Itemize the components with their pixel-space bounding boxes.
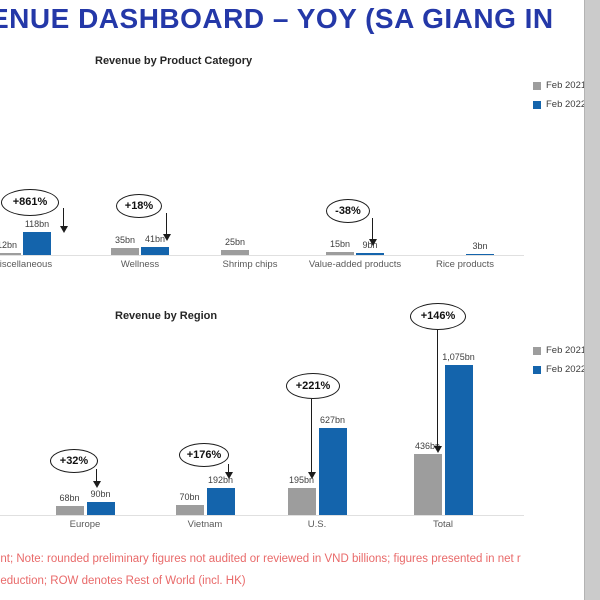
bar-europe-feb-2021 — [55, 506, 84, 515]
value-label-wellness-feb-2022: 41bn — [144, 234, 166, 244]
bar-wellness-feb-2022 — [141, 247, 169, 255]
legend-label-feb-2021: Feb 2021 — [546, 80, 587, 91]
annotation-arrow-line-miscellaneous — [63, 208, 64, 226]
feb-2021-swatch-icon — [533, 346, 541, 355]
value-label-total-feb-2022: 1,075bn — [442, 352, 475, 362]
bar-miscellaneous-feb-2021 — [0, 253, 21, 255]
product-chart-x-axis — [0, 255, 524, 256]
bar-rice-products-feb-2022 — [466, 254, 494, 255]
bar-vietnam-feb-2021 — [175, 505, 204, 515]
value-label-vietnam-feb-2022: 192bn — [207, 475, 234, 485]
bar-value-added-products-feb-2022 — [356, 253, 384, 255]
bar-wellness-feb-2021 — [111, 248, 139, 255]
annotation-arrow-head-icon-value-added-products — [368, 239, 377, 246]
region-chart-title: Revenue by Region — [115, 310, 218, 322]
bar-u-s-feb-2022 — [318, 428, 347, 515]
value-label-miscellaneous-feb-2021: 12bn — [0, 240, 18, 250]
category-label-value-added-products: Value-added products — [308, 259, 402, 270]
legend-label-feb-2022: Feb 2022 — [546, 364, 587, 375]
annotation-arrow-line-value-added-products — [372, 218, 373, 239]
value-label-u-s-feb-2021: 195bn — [288, 475, 315, 485]
value-label-total-feb-2021: 436bn — [414, 441, 441, 451]
bar-total-feb-2021 — [413, 454, 442, 515]
legend-item-feb-2022: Feb 2022 — [533, 99, 586, 110]
category-label-vietnam: Vietnam — [187, 519, 223, 530]
bar-value-added-products-feb-2021 — [326, 252, 354, 255]
annotation-arrow-head-icon-europe — [92, 481, 101, 488]
annotation-value-added-products: -38% — [326, 199, 370, 223]
category-label-europe: Europe — [69, 519, 101, 530]
category-label-miscellaneous: Miscellaneous — [0, 259, 53, 270]
value-label-value-added-products-feb-2021: 15bn — [329, 239, 351, 249]
category-label-shrimp-chips: Shrimp chips — [222, 259, 278, 270]
value-label-europe-feb-2021: 68bn — [59, 493, 80, 503]
product-chart-title: Revenue by Product Category — [95, 55, 253, 67]
category-label-rice-products: Rice products — [435, 259, 495, 270]
annotation-wellness: +18% — [116, 194, 162, 218]
annotation-europe: +32% — [50, 449, 98, 473]
annotation-arrow-head-icon-wellness — [162, 234, 171, 241]
bar-miscellaneous-feb-2022 — [23, 232, 51, 255]
annotation-total: +146% — [410, 302, 466, 330]
legend-label-feb-2022: Feb 2022 — [546, 99, 587, 110]
value-label-shrimp-chips-feb-2021: 25bn — [224, 237, 246, 247]
category-label-u-s: U.S. — [307, 519, 327, 530]
value-label-europe-feb-2022: 90bn — [90, 489, 111, 499]
annotation-arrow-line-wellness — [166, 213, 167, 234]
annotation-arrow-head-icon-vietnam — [224, 472, 233, 479]
region-chart-legend: Feb 2021 Feb 2022 — [533, 345, 586, 383]
value-label-miscellaneous-feb-2022: 118bn — [24, 219, 50, 229]
region-chart-x-axis — [0, 515, 524, 516]
footer-line-2: deduction; ROW denotes Rest of World (in… — [0, 575, 246, 587]
footer-line-1: ent; Note: rounded preliminary figures n… — [0, 553, 521, 565]
category-label-wellness: Wellness — [120, 259, 160, 270]
feb-2022-swatch-icon — [533, 100, 541, 109]
annotation-vietnam: +176% — [179, 443, 229, 467]
bar-vietnam-feb-2022 — [206, 488, 235, 515]
legend-label-feb-2021: Feb 2021 — [546, 345, 587, 356]
annotation-u-s: +221% — [286, 373, 340, 399]
annotation-arrow-head-icon-miscellaneous — [59, 226, 68, 233]
legend-item-feb-2021: Feb 2021 — [533, 345, 586, 356]
bar-u-s-feb-2021 — [287, 488, 316, 515]
annotation-miscellaneous: +861% — [1, 188, 59, 216]
annotation-arrow-line-europe — [96, 469, 97, 481]
annotation-arrow-line-u-s — [311, 399, 312, 472]
feb-2022-swatch-icon — [533, 365, 541, 374]
feb-2021-swatch-icon — [533, 81, 541, 90]
bar-total-feb-2022 — [444, 365, 473, 515]
product-chart-legend: Feb 2021 Feb 2022 — [533, 80, 586, 118]
right-edge-strip — [584, 0, 600, 600]
bar-shrimp-chips-feb-2021 — [221, 250, 249, 255]
annotation-arrow-head-icon-total — [433, 446, 442, 453]
value-label-wellness-feb-2021: 35bn — [114, 235, 136, 245]
legend-item-feb-2022: Feb 2022 — [533, 364, 586, 375]
legend-item-feb-2021: Feb 2021 — [533, 80, 586, 91]
value-label-rice-products-feb-2022: 3bn — [472, 241, 488, 251]
bar-europe-feb-2022 — [86, 502, 115, 515]
value-label-vietnam-feb-2021: 70bn — [179, 492, 200, 502]
page-title: ENUE DASHBOARD – YOY (SA GIANG IN — [0, 3, 554, 34]
annotation-arrow-line-total — [437, 330, 438, 446]
value-label-u-s-feb-2022: 627bn — [319, 415, 346, 425]
annotation-arrow-line-vietnam — [228, 464, 229, 472]
annotation-arrow-head-icon-u-s — [307, 472, 316, 479]
category-label-total: Total — [432, 519, 454, 530]
